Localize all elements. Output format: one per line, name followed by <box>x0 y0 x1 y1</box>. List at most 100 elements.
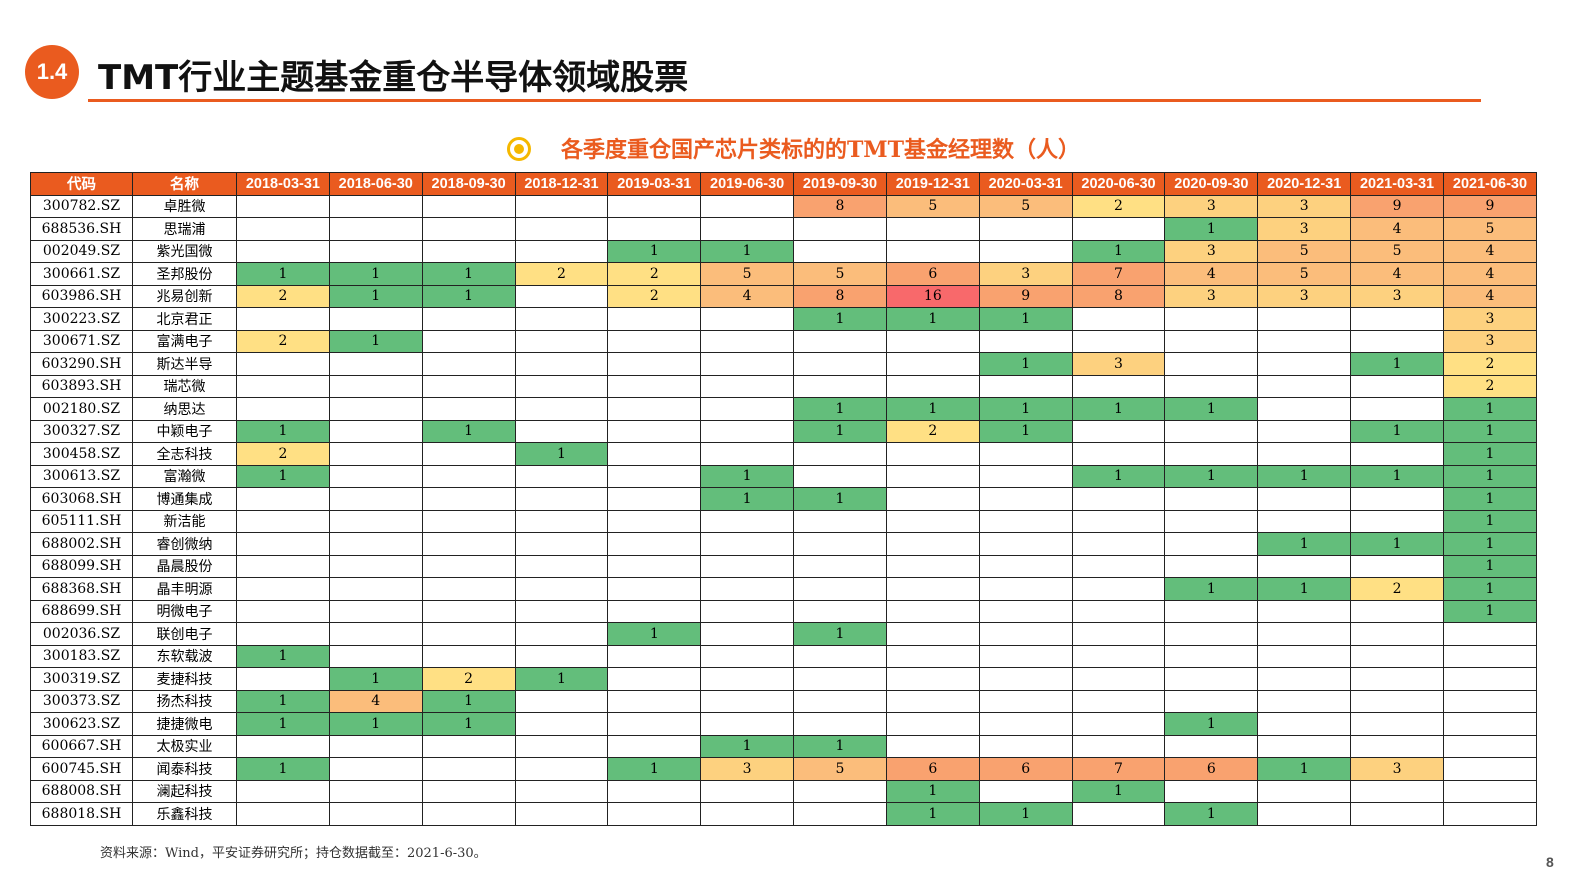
count-cell: 3 <box>1164 194 1259 218</box>
count-cell <box>514 779 609 803</box>
count-cell <box>607 352 702 376</box>
count-cell <box>607 397 702 421</box>
column-header: 2019-06-30 <box>700 172 795 196</box>
stock-name: 捷捷微电 <box>132 712 237 736</box>
count-cell <box>514 307 609 331</box>
count-cell: 1 <box>1257 532 1352 556</box>
count-cell: 5 <box>1257 262 1352 286</box>
count-cell <box>978 487 1073 511</box>
stock-name: 兆易创新 <box>132 284 237 308</box>
count-cell <box>328 509 423 533</box>
count-cell: 2 <box>885 419 980 443</box>
count-cell <box>328 779 423 803</box>
count-cell <box>236 667 330 691</box>
count-cell <box>793 329 887 353</box>
count-cell <box>514 284 609 308</box>
column-header: 2020-09-30 <box>1164 172 1259 196</box>
count-cell <box>1164 644 1259 668</box>
count-cell: 1 <box>700 239 795 263</box>
count-cell: 3 <box>1257 194 1352 218</box>
count-cell <box>1071 554 1166 578</box>
count-cell: 2 <box>607 262 702 286</box>
stock-code: 300671.SZ <box>30 329 133 353</box>
count-cell <box>1164 599 1259 623</box>
count-cell <box>236 509 330 533</box>
stock-name: 瑞芯微 <box>132 374 237 398</box>
count-cell <box>885 442 980 466</box>
table-row: 603068.SH 博通集成 1 1 1 <box>30 487 1538 511</box>
table-row: 603986.SH 兆易创新 2 1 1 2 4 8 16 9 8 3 3 3 4 <box>30 284 1538 308</box>
count-cell <box>421 352 516 376</box>
count-cell <box>1164 442 1259 466</box>
count-cell <box>514 239 609 263</box>
count-cell <box>885 532 980 556</box>
count-cell <box>328 599 423 623</box>
count-cell <box>607 779 702 803</box>
count-cell <box>885 217 980 241</box>
count-cell <box>1164 307 1259 331</box>
count-cell <box>421 217 516 241</box>
count-cell: 1 <box>793 487 887 511</box>
count-cell: 2 <box>236 329 330 353</box>
count-cell <box>885 239 980 263</box>
count-cell: 1 <box>421 712 516 736</box>
count-cell <box>1350 779 1444 803</box>
count-cell <box>514 464 609 488</box>
count-cell <box>328 532 423 556</box>
count-cell <box>1071 374 1166 398</box>
count-cell <box>978 532 1073 556</box>
table-row: 688002.SH 睿创微纳 1 1 1 <box>30 532 1538 556</box>
table-row: 605111.SH 新洁能 1 <box>30 509 1538 533</box>
count-cell <box>514 599 609 623</box>
count-cell <box>1257 374 1352 398</box>
count-cell <box>607 464 702 488</box>
stock-name: 紫光国微 <box>132 239 237 263</box>
count-cell <box>328 239 423 263</box>
count-cell <box>421 757 516 781</box>
count-cell <box>236 577 330 601</box>
count-cell <box>978 464 1073 488</box>
count-cell <box>885 464 980 488</box>
count-cell: 1 <box>236 262 330 286</box>
stock-name: 卓胜微 <box>132 194 237 218</box>
count-cell: 1 <box>793 307 887 331</box>
table-row: 688699.SH 明微电子 1 <box>30 599 1538 623</box>
count-cell <box>1164 689 1259 713</box>
stock-code: 688699.SH <box>30 599 133 623</box>
count-cell <box>1350 689 1444 713</box>
stock-code: 300327.SZ <box>30 419 133 443</box>
stock-code: 300613.SZ <box>30 464 133 488</box>
count-cell: 2 <box>236 442 330 466</box>
stock-code: 688368.SH <box>30 577 133 601</box>
count-cell <box>1350 307 1444 331</box>
count-cell <box>885 374 980 398</box>
count-cell <box>514 217 609 241</box>
page-number: 8 <box>1546 854 1554 870</box>
stock-code: 300782.SZ <box>30 194 133 218</box>
count-cell: 1 <box>1164 577 1259 601</box>
count-cell <box>1071 532 1166 556</box>
count-cell <box>1071 734 1166 758</box>
count-cell: 1 <box>236 712 330 736</box>
stock-name: 纳思达 <box>132 397 237 421</box>
count-cell <box>514 644 609 668</box>
count-cell <box>607 667 702 691</box>
count-cell: 1 <box>236 757 330 781</box>
count-cell: 4 <box>1164 262 1259 286</box>
count-cell: 8 <box>793 284 887 308</box>
count-cell <box>236 487 330 511</box>
count-cell: 1 <box>700 464 795 488</box>
count-cell: 2 <box>514 262 609 286</box>
count-cell <box>978 779 1073 803</box>
count-cell <box>328 217 423 241</box>
count-cell <box>978 239 1073 263</box>
count-cell: 4 <box>1442 239 1538 263</box>
count-cell: 1 <box>421 262 516 286</box>
footnote: 资料来源：Wind，平安证券研究所；持仓数据截至：2021-6-30。 <box>100 846 487 861</box>
count-cell <box>885 509 980 533</box>
count-cell <box>514 374 609 398</box>
count-cell: 1 <box>978 397 1073 421</box>
count-cell: 1 <box>793 397 887 421</box>
count-cell <box>514 802 609 826</box>
count-cell: 1 <box>1350 419 1444 443</box>
